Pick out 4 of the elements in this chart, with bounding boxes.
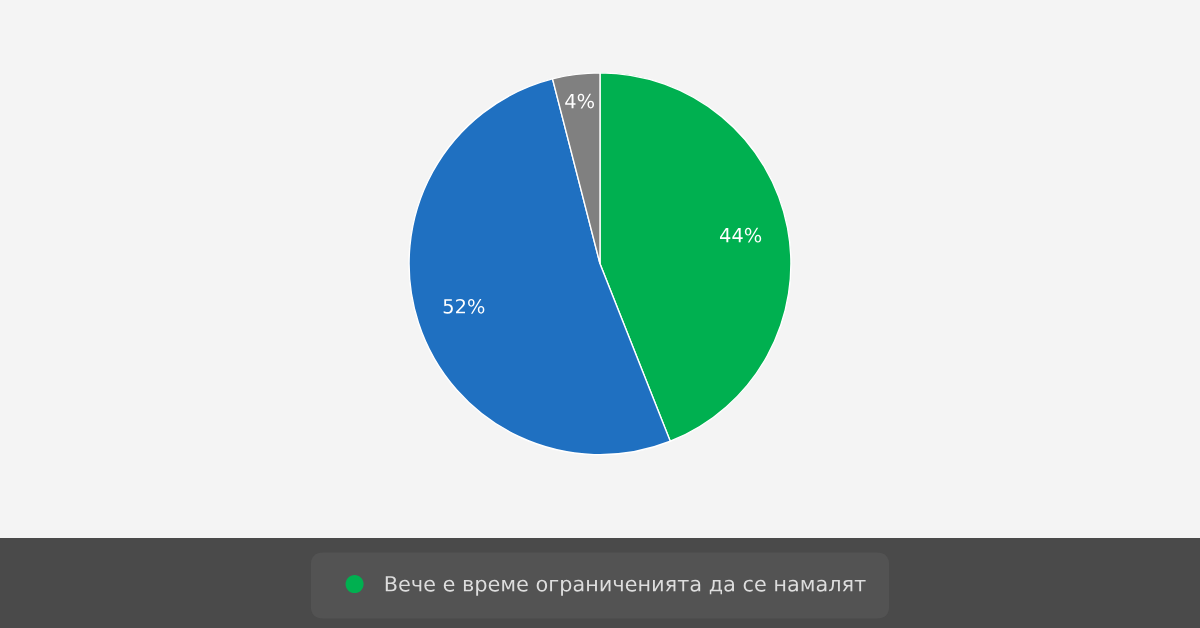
legend-label: Вече е време ограниченията да се намалят xyxy=(385,576,866,596)
data-label: 4% xyxy=(565,93,595,109)
data-label: 44% xyxy=(719,227,762,243)
data-label: 52% xyxy=(443,298,485,314)
